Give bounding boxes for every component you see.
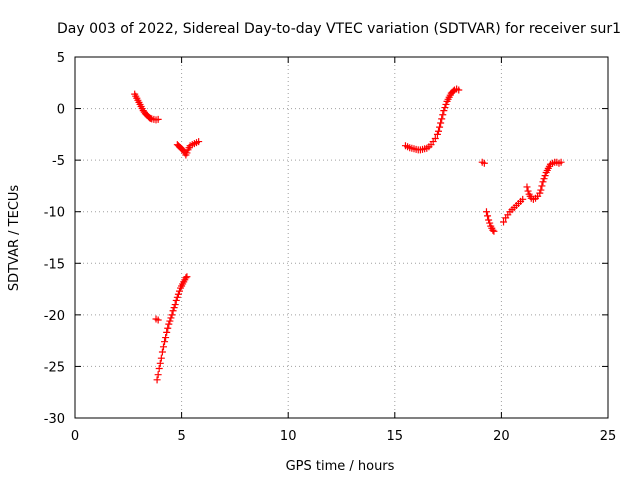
data-point xyxy=(162,334,170,342)
y-tick-label: -20 xyxy=(44,309,65,324)
data-point xyxy=(183,273,191,281)
data-point xyxy=(154,371,162,379)
data-point xyxy=(482,208,490,216)
data-point xyxy=(437,119,445,127)
data-point xyxy=(500,218,508,226)
data-point xyxy=(485,216,493,224)
data-point xyxy=(519,195,527,203)
data-point xyxy=(435,127,443,135)
y-tick-label: -15 xyxy=(44,257,65,272)
x-tick-label: 0 xyxy=(71,429,79,444)
chart-title: Day 003 of 2022, Sidereal Day-to-day VTE… xyxy=(57,21,621,37)
data-point xyxy=(165,320,173,328)
data-point xyxy=(168,311,176,319)
data-point xyxy=(195,138,203,146)
data-points xyxy=(131,85,565,384)
data-point xyxy=(489,226,497,234)
x-tick-label: 20 xyxy=(493,429,510,444)
data-point xyxy=(157,354,165,362)
data-point xyxy=(523,183,531,191)
data-point xyxy=(540,175,548,183)
data-point xyxy=(169,307,177,315)
data-point xyxy=(174,290,182,298)
grid xyxy=(75,57,608,418)
data-point xyxy=(161,338,169,346)
x-tick-label: 15 xyxy=(387,429,404,444)
data-point xyxy=(155,364,163,372)
y-axis-label: SDTVAR / TECUs xyxy=(7,185,22,292)
data-point xyxy=(486,219,494,227)
x-tick-label: 5 xyxy=(177,429,185,444)
data-point xyxy=(163,328,171,336)
data-point xyxy=(524,187,532,195)
data-point xyxy=(166,317,174,325)
y-tick-label: 5 xyxy=(57,51,65,66)
data-point xyxy=(490,227,498,235)
y-tick-label: -30 xyxy=(44,412,65,427)
data-point xyxy=(439,111,447,119)
y-tick-label: -25 xyxy=(44,360,65,375)
data-point xyxy=(433,130,441,138)
data-point xyxy=(183,149,191,157)
y-axis: 5 0 -5 -10 -15 -20 -25 -30 xyxy=(44,51,608,427)
data-point xyxy=(159,343,167,351)
y-tick-label: 0 xyxy=(57,103,65,118)
x-tick-label: 10 xyxy=(280,429,297,444)
data-point xyxy=(436,123,444,131)
data-point xyxy=(539,178,547,186)
data-point xyxy=(484,212,492,220)
data-point xyxy=(172,296,180,304)
x-axis-label: GPS time / hours xyxy=(286,459,395,474)
data-point xyxy=(154,316,162,324)
data-point xyxy=(167,314,175,322)
y-tick-label: -5 xyxy=(52,154,65,169)
x-tick-label: 25 xyxy=(600,429,617,444)
data-point xyxy=(441,104,449,112)
data-point xyxy=(182,274,190,282)
data-point xyxy=(154,115,162,123)
data-point xyxy=(480,159,488,167)
data-point xyxy=(164,324,172,332)
data-point xyxy=(438,115,446,123)
data-point xyxy=(536,189,544,197)
data-point xyxy=(156,359,164,367)
data-point xyxy=(442,100,450,108)
data-point xyxy=(541,172,549,180)
data-point xyxy=(557,158,565,166)
data-point xyxy=(171,301,179,309)
x-axis: 0 5 10 15 20 25 xyxy=(71,57,616,444)
data-point xyxy=(537,186,545,194)
data-point xyxy=(175,287,183,295)
data-point xyxy=(440,107,448,115)
data-point xyxy=(455,86,463,94)
data-point xyxy=(538,182,546,190)
data-point xyxy=(158,348,166,356)
data-point xyxy=(431,134,439,142)
plot-frame xyxy=(74,56,609,419)
y-tick-label: -10 xyxy=(44,206,65,221)
data-point xyxy=(170,304,178,312)
data-point xyxy=(153,376,161,384)
data-point xyxy=(173,293,181,301)
